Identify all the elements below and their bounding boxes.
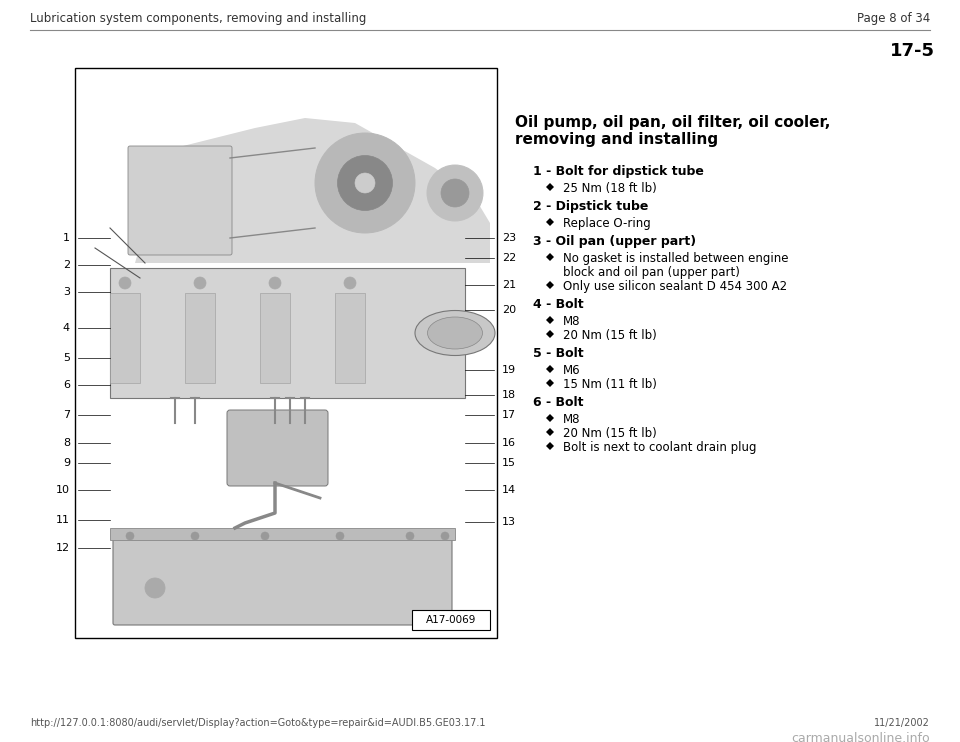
Text: 21: 21 bbox=[502, 280, 516, 290]
Text: 5 - Bolt: 5 - Bolt bbox=[533, 347, 584, 360]
Circle shape bbox=[355, 173, 375, 193]
Ellipse shape bbox=[427, 317, 483, 349]
Circle shape bbox=[441, 179, 469, 207]
Text: No gasket is installed between engine: No gasket is installed between engine bbox=[563, 252, 788, 265]
Bar bbox=[335, 293, 365, 383]
Text: 17: 17 bbox=[502, 410, 516, 420]
Text: 7: 7 bbox=[62, 410, 70, 420]
Text: 10: 10 bbox=[56, 485, 70, 495]
Circle shape bbox=[315, 133, 415, 233]
Text: 2: 2 bbox=[62, 260, 70, 270]
Polygon shape bbox=[135, 118, 490, 263]
Text: 3: 3 bbox=[63, 287, 70, 297]
Text: Lubrication system components, removing and installing: Lubrication system components, removing … bbox=[30, 12, 367, 25]
Text: 2 - Dipstick tube: 2 - Dipstick tube bbox=[533, 200, 648, 213]
Text: 19: 19 bbox=[502, 365, 516, 375]
Text: 6: 6 bbox=[63, 380, 70, 390]
Text: 23: 23 bbox=[502, 233, 516, 243]
Text: 4: 4 bbox=[62, 323, 70, 333]
Text: 22: 22 bbox=[502, 253, 516, 263]
Circle shape bbox=[119, 277, 131, 289]
Text: 14: 14 bbox=[502, 485, 516, 495]
Text: 1: 1 bbox=[63, 233, 70, 243]
Text: 13: 13 bbox=[502, 517, 516, 527]
Circle shape bbox=[338, 156, 393, 211]
Bar bbox=[75, 68, 497, 638]
Text: carmanualsonline.info: carmanualsonline.info bbox=[791, 732, 930, 742]
Text: A17-0069: A17-0069 bbox=[426, 615, 476, 625]
Text: 18: 18 bbox=[502, 390, 516, 400]
Text: Only use silicon sealant D 454 300 A2: Only use silicon sealant D 454 300 A2 bbox=[563, 280, 787, 293]
Text: M8: M8 bbox=[563, 413, 581, 426]
Bar bbox=[110, 528, 455, 540]
FancyBboxPatch shape bbox=[128, 146, 232, 255]
Text: Page 8 of 34: Page 8 of 34 bbox=[856, 12, 930, 25]
Text: 8: 8 bbox=[62, 438, 70, 448]
Circle shape bbox=[194, 277, 206, 289]
Circle shape bbox=[336, 532, 344, 540]
Bar bbox=[110, 268, 465, 398]
Ellipse shape bbox=[415, 310, 495, 355]
Circle shape bbox=[427, 165, 483, 221]
Text: 17-5: 17-5 bbox=[890, 42, 935, 60]
Text: Replace O-ring: Replace O-ring bbox=[563, 217, 651, 230]
FancyBboxPatch shape bbox=[227, 410, 328, 486]
Bar bbox=[185, 293, 215, 383]
Text: 20 Nm (15 ft lb): 20 Nm (15 ft lb) bbox=[563, 329, 657, 342]
Text: http://127.0.0.1:8080/audi/servlet/Display?action=Goto&type=repair&id=AUDI.B5.GE: http://127.0.0.1:8080/audi/servlet/Displ… bbox=[30, 718, 486, 728]
Text: 4 - Bolt: 4 - Bolt bbox=[533, 298, 584, 311]
Text: 11/21/2002: 11/21/2002 bbox=[875, 718, 930, 728]
Text: 25 Nm (18 ft lb): 25 Nm (18 ft lb) bbox=[563, 182, 657, 195]
Text: 15: 15 bbox=[502, 458, 516, 468]
Text: block and oil pan (upper part): block and oil pan (upper part) bbox=[563, 266, 740, 279]
Circle shape bbox=[406, 532, 414, 540]
Text: 3 - Oil pan (upper part): 3 - Oil pan (upper part) bbox=[533, 235, 696, 248]
Text: removing and installing: removing and installing bbox=[515, 132, 718, 147]
Text: 9: 9 bbox=[62, 458, 70, 468]
Text: 15 Nm (11 ft lb): 15 Nm (11 ft lb) bbox=[563, 378, 657, 391]
Text: 11: 11 bbox=[56, 515, 70, 525]
Circle shape bbox=[261, 532, 269, 540]
Text: 20: 20 bbox=[502, 305, 516, 315]
Text: 20 Nm (15 ft lb): 20 Nm (15 ft lb) bbox=[563, 427, 657, 440]
Text: 5: 5 bbox=[63, 353, 70, 363]
Text: 12: 12 bbox=[56, 543, 70, 553]
Bar bbox=[260, 293, 290, 383]
FancyBboxPatch shape bbox=[113, 531, 452, 625]
Bar bbox=[110, 293, 140, 383]
Text: 6 - Bolt: 6 - Bolt bbox=[533, 396, 584, 409]
Circle shape bbox=[126, 532, 134, 540]
Circle shape bbox=[344, 277, 356, 289]
Text: 1 - Bolt for dipstick tube: 1 - Bolt for dipstick tube bbox=[533, 165, 704, 178]
Text: M8: M8 bbox=[563, 315, 581, 328]
Circle shape bbox=[269, 277, 281, 289]
Text: 16: 16 bbox=[502, 438, 516, 448]
Circle shape bbox=[145, 578, 165, 598]
Text: Oil pump, oil pan, oil filter, oil cooler,: Oil pump, oil pan, oil filter, oil coole… bbox=[515, 115, 830, 130]
Circle shape bbox=[191, 532, 199, 540]
Text: M6: M6 bbox=[563, 364, 581, 377]
Text: Bolt is next to coolant drain plug: Bolt is next to coolant drain plug bbox=[563, 441, 756, 454]
Circle shape bbox=[441, 532, 449, 540]
Bar bbox=[412, 610, 490, 630]
